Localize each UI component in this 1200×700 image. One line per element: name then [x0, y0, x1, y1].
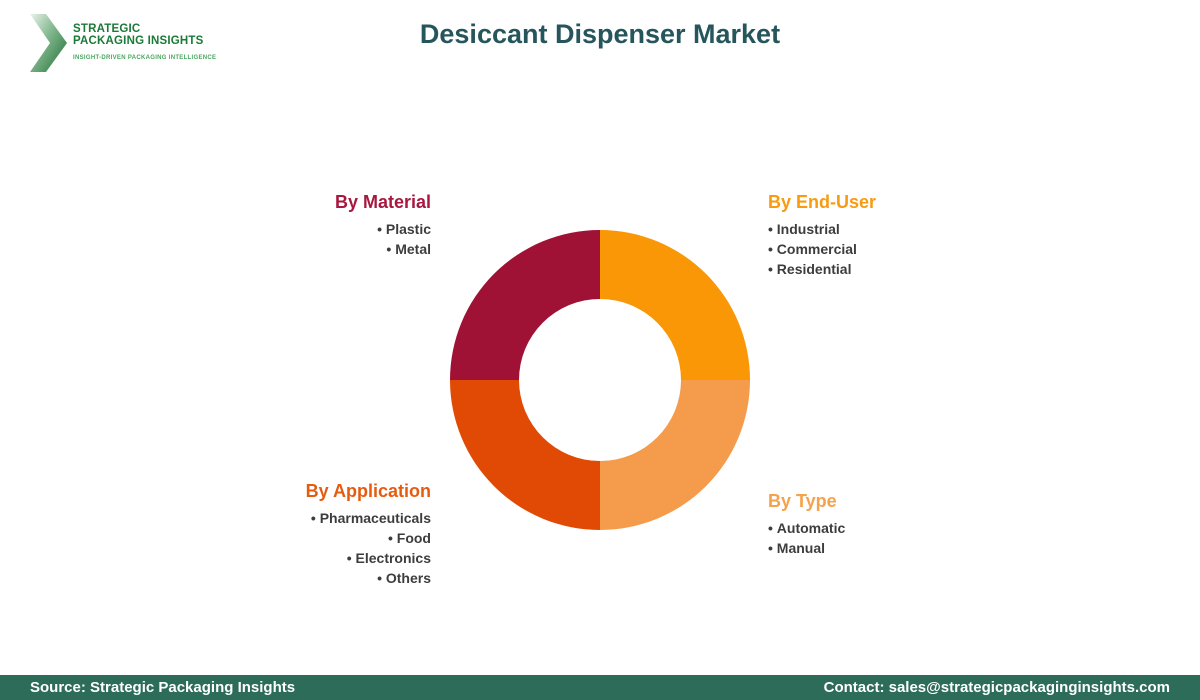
category-list: Industrial Commercial Residential	[768, 219, 1028, 279]
category-block: By Material Plastic Metal	[171, 191, 431, 259]
list-item: Pharmaceuticals	[171, 508, 431, 528]
category-list: Automatic Manual	[768, 518, 1028, 558]
donut-chart-svg	[450, 230, 750, 530]
list-item: Food	[171, 528, 431, 548]
brand-logo-text: STRATEGIC PACKAGING INSIGHTS INSIGHT-DRI…	[73, 14, 216, 61]
list-item: Residential	[768, 259, 1028, 279]
category-block: By Type Automatic Manual	[768, 490, 1028, 558]
category-block: By End-User Industrial Commercial Reside…	[768, 191, 1028, 279]
brand-name-line1: STRATEGIC	[73, 23, 141, 35]
category-list: Plastic Metal	[171, 219, 431, 259]
brand-tagline: INSIGHT-DRIVEN PACKAGING INTELLIGENCE	[73, 55, 217, 61]
category-heading: By Type	[768, 491, 837, 511]
footer-bar: Source: Strategic Packaging Insights Con…	[0, 675, 1200, 700]
list-item: Plastic	[171, 219, 431, 239]
category-heading: By End-User	[768, 192, 877, 212]
donut-segment-by-type	[600, 380, 750, 530]
footer-contact: Contact: sales@strategicpackaginginsight…	[823, 679, 1170, 696]
chevron-logo-icon	[30, 14, 67, 72]
list-item: Automatic	[768, 518, 1028, 538]
page-title: Desiccant Dispenser Market	[419, 19, 781, 49]
donut-segment-by-application	[450, 380, 600, 530]
category-list: Pharmaceuticals Food Electronics Others	[171, 508, 431, 588]
list-item: Metal	[171, 239, 431, 259]
footer-source: Source: Strategic Packaging Insights	[30, 679, 296, 696]
category-heading: By Material	[334, 192, 431, 212]
list-item: Industrial	[768, 219, 1028, 239]
category-heading: By Application	[305, 481, 431, 501]
donut-segment-by-material	[450, 230, 600, 380]
brand-logo: STRATEGIC PACKAGING INSIGHTS INSIGHT-DRI…	[30, 14, 216, 72]
category-block: By Application Pharmaceuticals Food Elec…	[171, 480, 431, 588]
list-item: Others	[171, 568, 431, 588]
donut-chart	[450, 229, 750, 531]
list-item: Commercial	[768, 239, 1028, 259]
brand-name-line2: PACKAGING INSIGHTS	[73, 35, 204, 47]
list-item: Electronics	[171, 548, 431, 568]
donut-segment-by-end-user	[600, 230, 750, 380]
list-item: Manual	[768, 538, 1028, 558]
